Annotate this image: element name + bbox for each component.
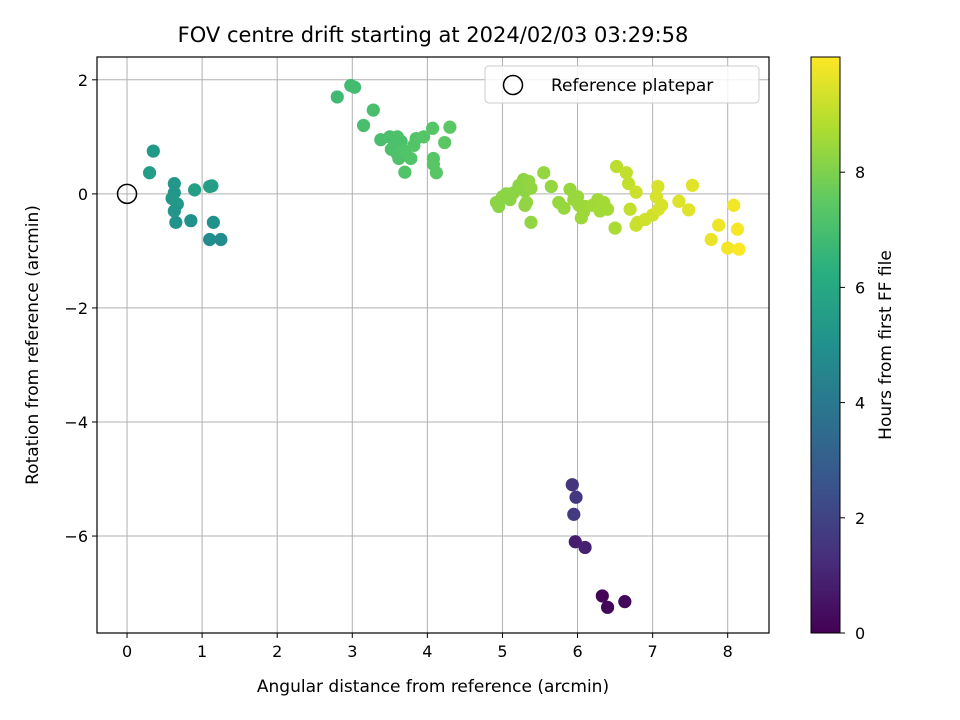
scatter-point	[685, 178, 700, 192]
plot-frame	[96, 56, 770, 634]
scatter-point	[712, 218, 726, 232]
x-axis-ticks: 0 1 2 3 4 5 6 7 8	[122, 633, 733, 661]
scatter-point	[682, 203, 696, 217]
scatter-point	[730, 222, 745, 236]
scatter-point	[618, 595, 632, 609]
reference-platepar-marker	[116, 183, 138, 205]
scatter-point	[167, 177, 181, 191]
x-tick-label: 3	[347, 642, 357, 661]
colorbar-tick-label: 4	[855, 394, 865, 413]
scatter-point	[347, 80, 362, 94]
colorbar-tick-label: 8	[855, 163, 865, 182]
scatter-point	[732, 242, 746, 256]
scatter-point	[417, 130, 431, 144]
scatter-point	[544, 179, 558, 194]
scatter-point	[438, 135, 452, 150]
scatter-point	[188, 183, 202, 197]
chart-title: FOV centre drift starting at 2024/02/03 …	[178, 23, 689, 47]
scatter-point	[142, 166, 157, 180]
colorbar-tick-label: 2	[855, 509, 865, 528]
colorbar-label: Hours from first FF file	[876, 250, 896, 440]
scatter-point	[169, 215, 183, 229]
grid-lines	[97, 57, 769, 633]
scatter-point	[557, 201, 571, 215]
scatter-point	[595, 589, 609, 603]
scatter-point	[537, 166, 551, 180]
data-points	[142, 78, 746, 614]
y-tick-label: −4	[64, 413, 88, 432]
scatter-point	[356, 118, 371, 133]
y-axis-ticks: 2 0 −2 −4 −6	[64, 71, 97, 546]
y-tick-label: 2	[78, 71, 88, 90]
scatter-point	[398, 165, 412, 179]
scatter-point	[621, 177, 636, 191]
x-tick-label: 1	[197, 642, 207, 661]
scatter-point	[600, 202, 615, 216]
x-tick-label: 5	[497, 642, 507, 661]
scatter-point	[578, 540, 592, 555]
y-tick-label: −6	[64, 527, 88, 546]
scatter-point	[443, 120, 457, 134]
x-tick-label: 7	[648, 642, 658, 661]
scatter-point	[569, 490, 583, 504]
scatter-point	[518, 198, 532, 212]
scatter-point	[567, 507, 581, 521]
colorbar-gradient	[810, 56, 841, 634]
scatter-point	[524, 215, 538, 229]
x-tick-label: 2	[272, 642, 282, 661]
scatter-point	[619, 166, 633, 180]
scatter-point	[609, 159, 624, 174]
scatter-point	[655, 198, 669, 212]
scatter-point	[524, 181, 538, 195]
legend: Reference platepar	[484, 65, 760, 104]
colorbar: 0 2 4 6 8 Hours from first FF file	[810, 56, 896, 643]
scatter-point	[429, 166, 443, 180]
y-tick-label: 0	[78, 185, 88, 204]
scatter-point	[205, 179, 219, 193]
scatter-point	[146, 144, 160, 158]
scatter-point	[727, 198, 741, 212]
colorbar-tick-label: 6	[855, 278, 865, 297]
scatter-point	[672, 194, 686, 208]
x-tick-label: 4	[422, 642, 432, 661]
scatter-point	[704, 232, 718, 247]
x-tick-label: 0	[122, 642, 132, 661]
y-axis-label: Rotation from reference (arcmin)	[23, 205, 43, 485]
scatter-point	[426, 121, 440, 135]
legend-reference-marker	[502, 74, 524, 96]
scatter-point	[184, 214, 198, 228]
legend-label-reference-platepar: Reference platepar	[551, 76, 713, 96]
scatter-point	[629, 185, 643, 199]
scatter-point	[366, 103, 380, 117]
scatter-point	[206, 215, 220, 229]
scatter-point	[623, 202, 637, 216]
x-tick-label: 8	[723, 642, 733, 661]
scatter-point	[608, 221, 622, 235]
scatter-point	[404, 151, 418, 166]
scatter-point	[203, 232, 217, 247]
scatter-point	[600, 600, 615, 614]
scatter-point	[568, 535, 582, 549]
scatter-point	[565, 478, 579, 492]
scatter-point	[330, 90, 344, 104]
y-tick-label: −2	[64, 299, 88, 318]
colorbar-tick-label: 0	[855, 624, 865, 643]
x-axis-label: Angular distance from reference (arcmin)	[257, 677, 609, 697]
x-tick-label: 6	[572, 642, 582, 661]
scatter-point	[167, 204, 181, 218]
scatter-point	[214, 232, 228, 247]
legend-box	[484, 65, 760, 104]
scatter-point	[651, 179, 665, 194]
scatter-point	[721, 241, 735, 255]
colorbar-ticks: 0 2 4 6 8	[840, 163, 865, 643]
